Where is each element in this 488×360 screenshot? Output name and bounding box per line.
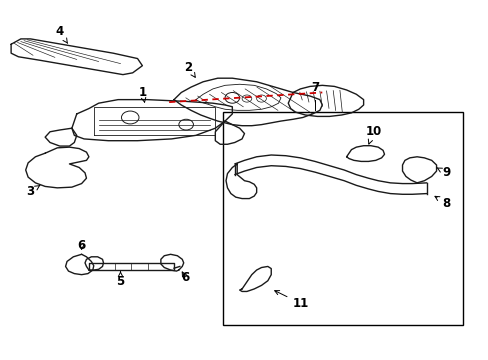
Text: 9: 9 bbox=[436, 166, 449, 179]
Text: 3: 3 bbox=[26, 185, 40, 198]
Text: 2: 2 bbox=[184, 61, 195, 77]
Text: 6: 6 bbox=[77, 239, 85, 252]
Text: 11: 11 bbox=[274, 291, 308, 310]
Text: 4: 4 bbox=[56, 25, 67, 43]
Text: 10: 10 bbox=[365, 125, 381, 144]
Bar bbox=[222, 112, 462, 325]
Text: 1: 1 bbox=[138, 86, 146, 102]
Text: 8: 8 bbox=[434, 196, 449, 210]
Text: 5: 5 bbox=[116, 272, 124, 288]
Text: 7: 7 bbox=[310, 81, 318, 94]
Text: 6: 6 bbox=[181, 271, 189, 284]
